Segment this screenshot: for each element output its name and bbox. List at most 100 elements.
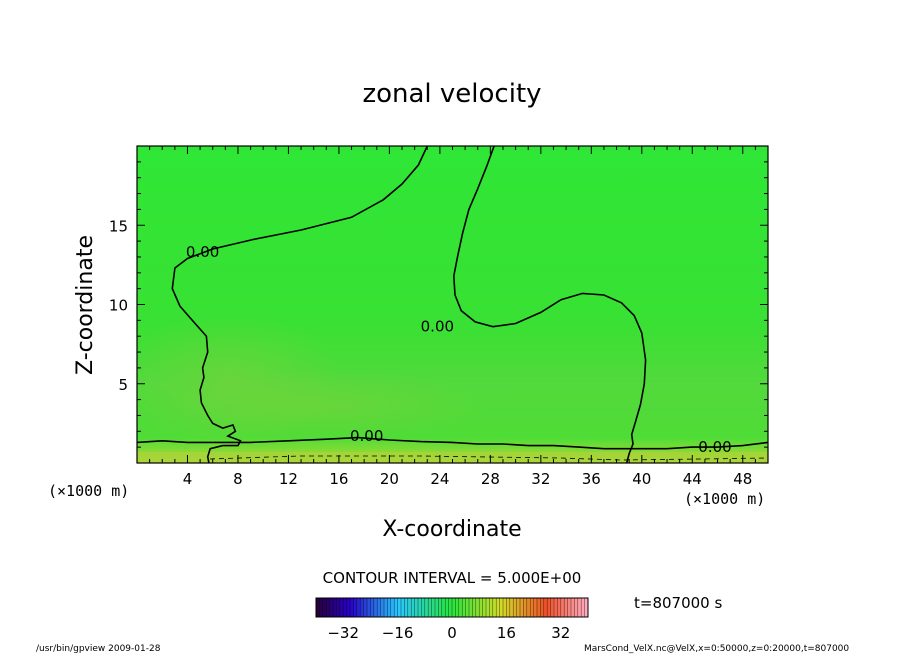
colorbar-segment: [482, 598, 487, 617]
x-axis-label: X-coordinate: [382, 517, 521, 542]
colorbar-segment: [333, 598, 337, 617]
x-axis: 4 8 12 16 20 24 28 32 36 40 44 48: [149, 146, 756, 488]
field-surface-band: [137, 452, 768, 463]
colorbar-tick-label: 32: [551, 624, 570, 642]
colorbar-segment: [431, 598, 436, 617]
colorbar-segment: [509, 598, 514, 617]
x-tick-label: 36: [582, 470, 601, 488]
x-tick-label: 4: [183, 470, 193, 488]
x-tick-label: 16: [329, 470, 348, 488]
field-shading-mid: [170, 370, 490, 440]
x-tick-label: 32: [531, 470, 550, 488]
colorbar-segment: [472, 598, 477, 617]
colorbar-segment: [394, 598, 398, 617]
colorbar-segment: [537, 598, 541, 617]
colorbar-segment: [329, 598, 334, 617]
colorbar-segment: [336, 598, 341, 617]
colorbar-segment: [452, 598, 456, 617]
colorbar-segment: [370, 598, 375, 617]
x-tick-label: 40: [632, 470, 651, 488]
colorbar-segment: [526, 598, 531, 617]
colorbar-segment: [458, 598, 463, 617]
colorbar-segment: [346, 598, 351, 617]
colorbar-tick-label: 16: [497, 624, 516, 642]
colorbar-segment: [401, 598, 405, 617]
colorbar-segment: [547, 598, 551, 617]
y-axis: 5 10 15: [109, 161, 768, 448]
negative-contour-dashed: [209, 455, 768, 461]
colorbar-segment: [571, 598, 575, 617]
contour-label: 0.00: [698, 438, 731, 456]
x-tick-label: 44: [683, 470, 702, 488]
contour-label: 0.00: [186, 243, 219, 261]
contour-label: 0.00: [421, 318, 454, 336]
colorbar-segment: [319, 598, 324, 617]
colorbar-segment: [343, 598, 347, 617]
colorbar-segment: [428, 598, 432, 617]
colorbar-segment: [353, 598, 358, 617]
chart-title: zonal velocity: [362, 79, 541, 109]
y-tick-label: 5: [118, 376, 128, 394]
contour-bottom: [137, 436, 768, 450]
x-tick-label: 20: [380, 470, 399, 488]
contour-upper-right: [452, 146, 647, 463]
colorbar-segment: [503, 598, 507, 617]
colorbar-segment: [567, 598, 572, 617]
colorbar-tick-label: −16: [382, 624, 414, 642]
contour-labels: 0.00 0.00 0.00 0.00: [186, 243, 732, 456]
colorbar-segment: [530, 598, 534, 617]
footer-right: MarsCond_VelX.nc@VelX,x=0:50000,z=0:2000…: [584, 644, 849, 654]
y-axis-label: Z-coordinate: [73, 235, 98, 375]
colorbar-segment: [584, 598, 589, 617]
colorbar-segment: [462, 598, 466, 617]
colorbar-segment: [492, 598, 497, 617]
colorbar-segment: [581, 598, 585, 617]
colorbar-segment: [414, 598, 419, 617]
colorbar-segment: [339, 598, 344, 617]
contour-upper-left: [171, 146, 429, 463]
colorbar-segment: [407, 598, 412, 617]
x-unit-right: (×1000 m): [684, 490, 765, 508]
x-tick-label: 48: [733, 470, 752, 488]
colorbar-tick-label: 0: [447, 624, 457, 642]
colorbar-segment: [380, 598, 385, 617]
x-tick-label: 28: [481, 470, 500, 488]
x-tick-label: 24: [430, 470, 449, 488]
plot-area: [137, 146, 768, 463]
colorbar-segment: [554, 598, 558, 617]
colorbar-segment: [520, 598, 524, 617]
colorbar-segment: [516, 598, 521, 617]
colorbar-segment: [411, 598, 415, 617]
time-label: t=807000 s: [634, 594, 722, 612]
colorbar-frame: [315, 597, 589, 618]
colorbar-segment: [469, 598, 473, 617]
colorbar-segment: [577, 598, 582, 617]
colorbar-segment: [486, 598, 490, 617]
contour-interval: CONTOUR INTERVAL = 5.000E+00: [323, 569, 582, 587]
y-tick-label: 10: [109, 297, 128, 315]
colorbar-segment: [557, 598, 562, 617]
colorbar-segment: [543, 598, 548, 617]
colorbar-segment: [387, 598, 392, 617]
y-tick-label: 15: [109, 217, 128, 235]
colorbar-segment: [441, 598, 446, 617]
colorbar-segment: [390, 598, 395, 617]
colorbar-segment: [550, 598, 555, 617]
colorbar-ticks: −32 −16 0 16 32: [327, 624, 570, 642]
colorbar-segment: [418, 598, 422, 617]
colorbar-segment: [513, 598, 517, 617]
colorbar-segment: [560, 598, 565, 617]
colorbar: [315, 598, 589, 617]
colorbar-segment: [377, 598, 381, 617]
colorbar-segment: [455, 598, 460, 617]
colorbar-segment: [424, 598, 429, 617]
colorbar-segment: [404, 598, 409, 617]
colorbar-segment: [540, 598, 545, 617]
x-tick-label: 8: [233, 470, 243, 488]
colorbar-segment: [363, 598, 368, 617]
colorbar-segment: [356, 598, 361, 617]
colorbar-segment: [506, 598, 511, 617]
colorbar-tick-label: −32: [327, 624, 359, 642]
contour-label: 0.00: [350, 427, 383, 445]
